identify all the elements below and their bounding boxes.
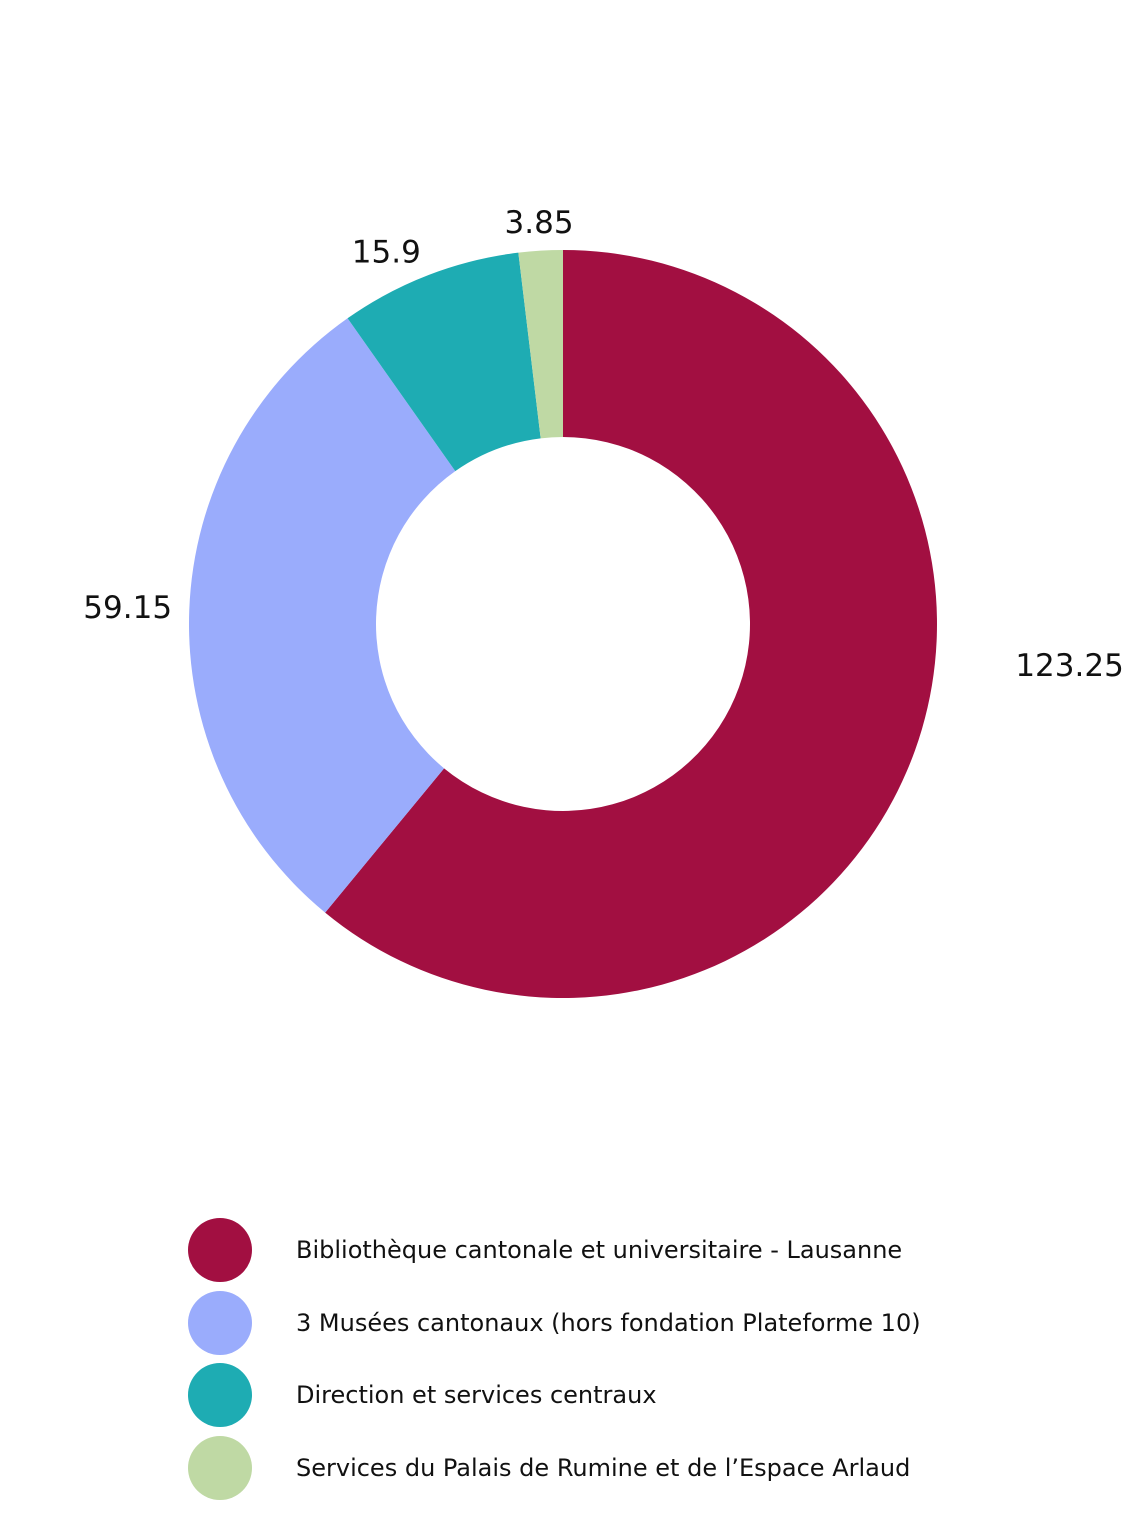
- donut-chart: 123.25 59.15 15.9 3.85: [83, 205, 1123, 998]
- legend-label: Services du Palais de Rumine et de l’Esp…: [296, 1453, 911, 1482]
- donut-slice: [325, 250, 937, 998]
- legend-swatch: [188, 1363, 252, 1427]
- data-label: 123.25: [1015, 648, 1123, 684]
- legend-label: 3 Musées cantonaux (hors fondation Plate…: [296, 1308, 921, 1337]
- donut-slice: [188, 318, 456, 913]
- legend-item: Direction et services centraux: [188, 1363, 1088, 1427]
- data-label: 15.9: [352, 234, 421, 270]
- donut-slices: [188, 250, 937, 998]
- legend-swatch: [188, 1218, 252, 1282]
- donut-slice: [347, 252, 541, 472]
- data-labels: 123.25 59.15 15.9 3.85: [83, 205, 1123, 684]
- chart-legend: Bibliothèque cantonale et universitaire …: [188, 1218, 1088, 1508]
- legend-label: Direction et services centraux: [296, 1381, 657, 1409]
- legend-item: Bibliothèque cantonale et universitaire …: [188, 1218, 1088, 1282]
- legend-item: Services du Palais de Rumine et de l’Esp…: [188, 1435, 1088, 1500]
- legend-label: Bibliothèque cantonale et universitaire …: [296, 1236, 903, 1264]
- legend-swatch: [188, 1435, 252, 1500]
- data-label: 59.15: [83, 590, 172, 626]
- data-label: 3.85: [505, 205, 574, 241]
- legend-swatch: [188, 1290, 252, 1355]
- legend-item: 3 Musées cantonaux (hors fondation Plate…: [188, 1290, 1088, 1355]
- donut-slice: [518, 250, 563, 439]
